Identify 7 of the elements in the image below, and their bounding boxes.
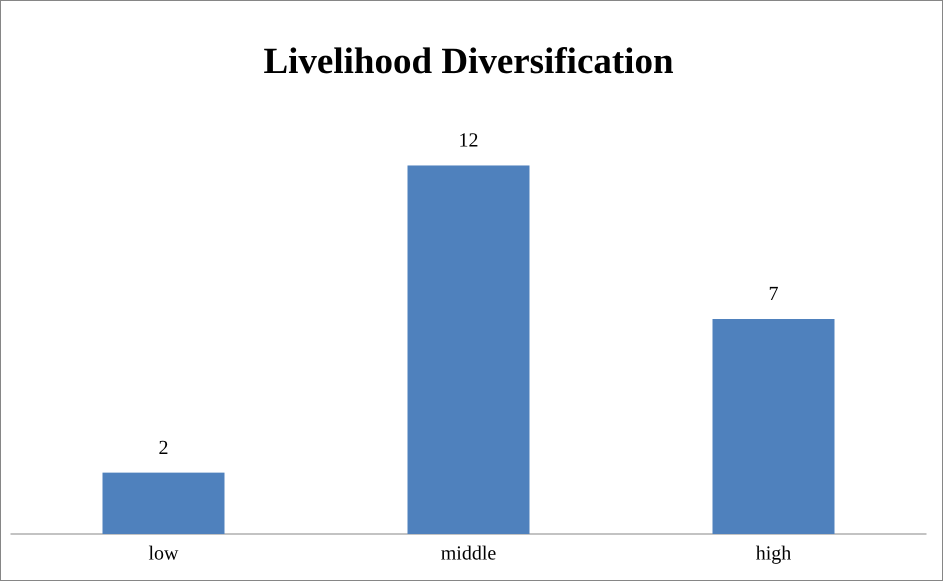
x-tick-label: low: [148, 542, 180, 564]
chart-title: Livelihood Diversification: [263, 40, 674, 82]
x-tick-label: middle: [440, 542, 496, 564]
data-label: 12: [458, 130, 478, 152]
x-tick-label: high: [756, 542, 792, 564]
data-label: 7: [768, 283, 778, 306]
data-label: 2: [158, 436, 168, 459]
